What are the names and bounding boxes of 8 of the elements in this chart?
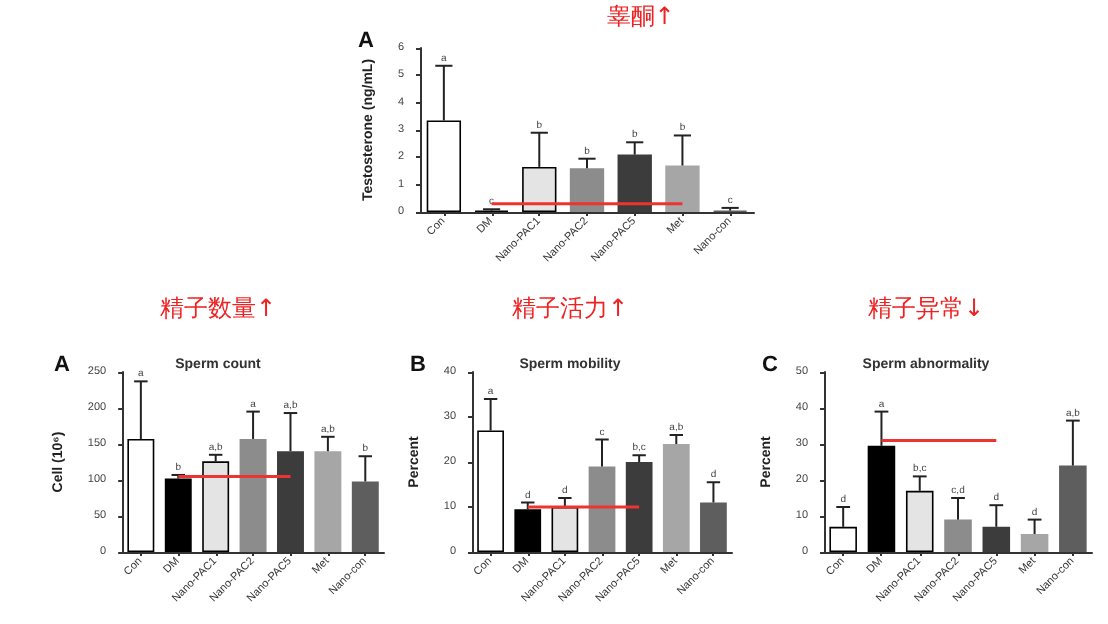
chart-title: A xyxy=(358,29,374,53)
text: 精子异常↓ xyxy=(867,294,985,322)
text: 睾酮↑ xyxy=(606,2,675,30)
chart-title: A xyxy=(54,353,70,377)
text: 精子活力↑ xyxy=(511,294,629,322)
chart-title: C xyxy=(762,353,778,377)
text: 精子数量↑ xyxy=(159,294,277,322)
chart-title: B xyxy=(410,353,426,377)
